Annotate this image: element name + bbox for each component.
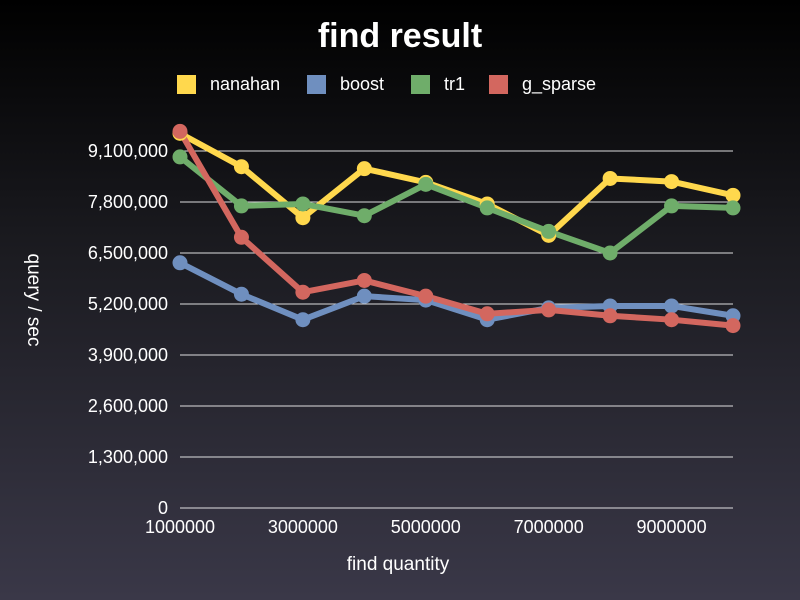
data-point-nanahan (602, 170, 618, 186)
y-tick-label: 7,800,000 (88, 192, 168, 212)
data-point-tr1 (233, 198, 249, 214)
legend-label-g_sparse: g_sparse (522, 74, 596, 95)
series-line-g_sparse (177, 128, 736, 329)
y-tick-label: 6,500,000 (88, 243, 168, 263)
x-tick-label: 1000000 (145, 517, 215, 537)
y-tick-label: 1,300,000 (88, 447, 168, 467)
series-lines (177, 128, 736, 329)
data-point-tr1 (356, 208, 372, 224)
data-point-g_sparse (356, 272, 372, 288)
series-line-tr1 (177, 153, 736, 256)
data-point-tr1 (602, 245, 618, 261)
data-point-g_sparse (541, 302, 557, 318)
data-point-g_sparse (295, 284, 311, 300)
y-axis-ticks: 0 1,300,000 2,600,000 3,900,000 5,200,000 6,5… (88, 141, 168, 518)
data-point-g_sparse (233, 229, 249, 245)
data-point-g_sparse (664, 312, 680, 328)
series-line-boost (177, 259, 736, 323)
data-point-boost (664, 298, 680, 314)
data-point-g_sparse (725, 318, 741, 334)
data-point-tr1 (725, 200, 741, 216)
x-tick-label: 7000000 (514, 517, 584, 537)
data-point-tr1 (172, 149, 188, 165)
legend-label-boost: boost (340, 74, 384, 94)
legend: nanahan boost tr1 g_sparse (177, 74, 596, 95)
y-axis-label: query / sec (23, 254, 44, 347)
legend-label-tr1: tr1 (444, 74, 465, 94)
data-point-tr1 (479, 200, 495, 216)
legend-label-nanahan: nanahan (210, 74, 280, 94)
legend-swatch-g_sparse (489, 75, 508, 94)
data-point-g_sparse (479, 306, 495, 322)
data-point-tr1 (295, 196, 311, 212)
data-point-g_sparse (418, 288, 434, 304)
data-point-boost (233, 286, 249, 302)
legend-swatch-tr1 (411, 75, 430, 94)
y-tick-label: 3,900,000 (88, 345, 168, 365)
x-tick-label: 9000000 (637, 517, 707, 537)
y-tick-label: 2,600,000 (88, 396, 168, 416)
data-point-tr1 (664, 198, 680, 214)
data-point-nanahan (664, 174, 680, 190)
legend-swatch-nanahan (177, 75, 196, 94)
x-axis-label: find quantity (347, 554, 450, 575)
data-point-nanahan (356, 161, 372, 177)
data-point-boost (295, 312, 311, 328)
y-tick-label: 5,200,000 (88, 294, 168, 314)
data-point-nanahan (725, 187, 741, 203)
y-tick-label: 0 (158, 498, 168, 518)
data-point-boost (172, 255, 188, 271)
data-point-boost (356, 288, 372, 304)
data-point-g_sparse (172, 123, 188, 139)
data-point-tr1 (541, 223, 557, 239)
x-tick-label: 3000000 (268, 517, 338, 537)
data-point-g_sparse (602, 308, 618, 324)
data-point-nanahan (295, 210, 311, 226)
data-point-nanahan (233, 159, 249, 175)
x-axis-ticks: 1000000 3000000 5000000 7000000 9000000 (145, 517, 707, 537)
legend-swatch-boost (307, 75, 326, 94)
series-points (172, 123, 741, 334)
x-tick-label: 5000000 (391, 517, 461, 537)
data-point-tr1 (418, 176, 434, 192)
chart-title: find result (318, 17, 482, 55)
y-tick-label: 9,100,000 (88, 141, 168, 161)
